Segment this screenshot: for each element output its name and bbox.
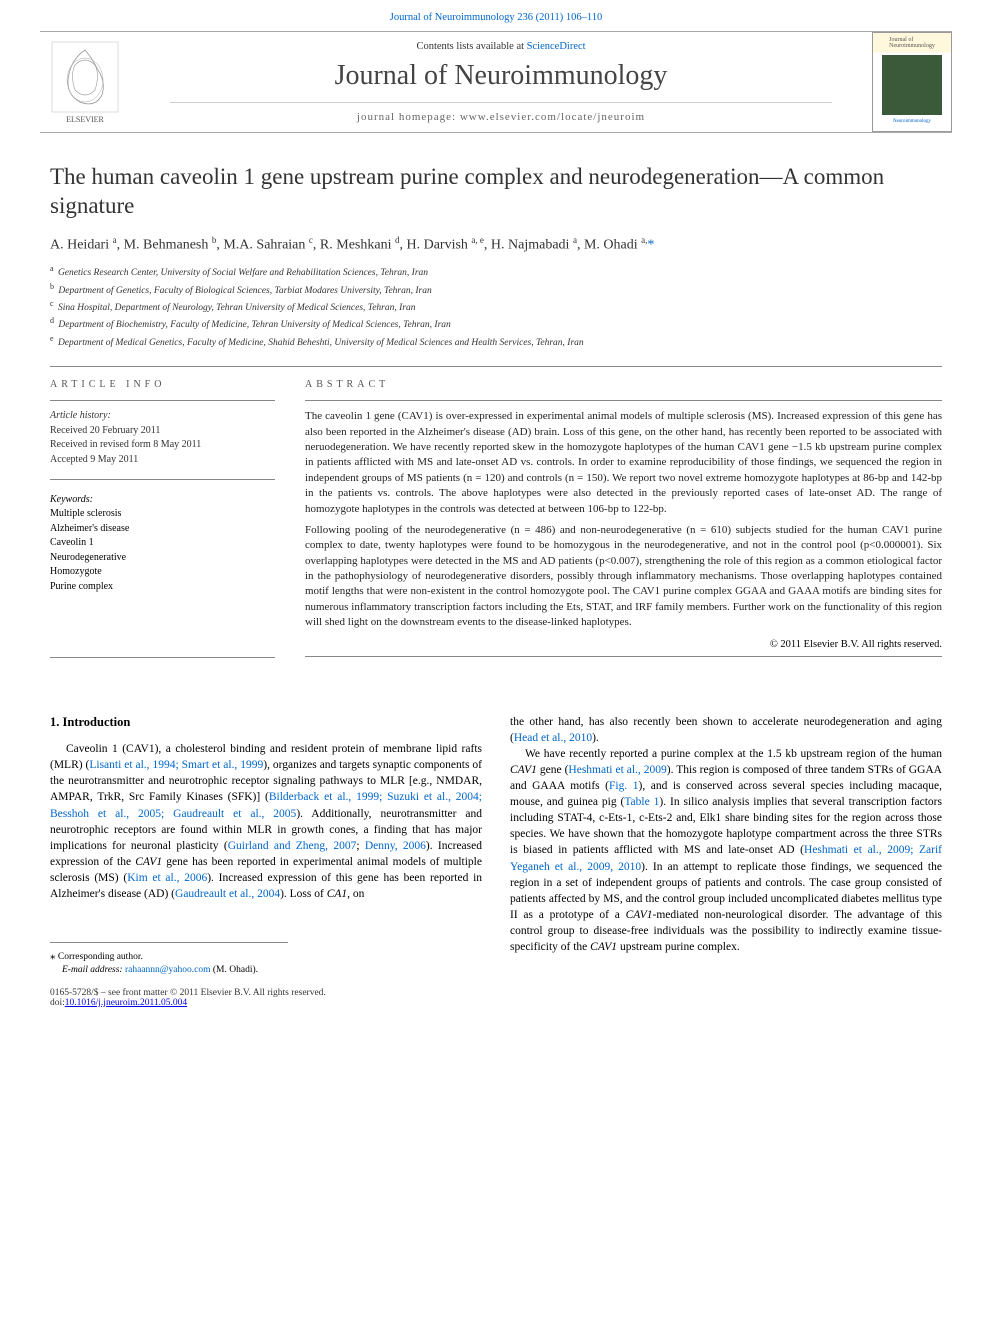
keyword: Neurodegenerative xyxy=(50,551,275,566)
contents-line: Contents lists available at ScienceDirec… xyxy=(130,41,872,52)
intro-paragraph-left: Caveolin 1 (CAV1), a cholesterol binding… xyxy=(50,741,482,902)
article-front-matter: The human caveolin 1 gene upstream purin… xyxy=(0,133,992,690)
front-matter-line: 0165-5728/$ – see front matter © 2011 El… xyxy=(50,988,942,998)
keywords-label: Keywords: xyxy=(50,494,275,505)
sciencedirect-link[interactable]: ScienceDirect xyxy=(527,41,586,52)
journal-header: ELSEVIER Contents lists available at Sci… xyxy=(40,31,952,133)
email-label: E-mail address: xyxy=(62,965,123,975)
authors-list: A. Heidari a, M. Behmanesh b, M.A. Sahra… xyxy=(50,235,942,254)
keyword: Purine complex xyxy=(50,580,275,595)
journal-name: Journal of Neuroimmunology xyxy=(130,60,872,92)
body-two-column: 1. Introduction Caveolin 1 (CAV1), a cho… xyxy=(0,714,992,978)
contents-prefix: Contents lists available at xyxy=(416,41,526,52)
journal-citation-link[interactable]: Journal of Neuroimmunology 236 (2011) 10… xyxy=(0,0,992,31)
copyright-line: © 2011 Elsevier B.V. All rights reserved… xyxy=(305,639,942,650)
affiliation-line: c Sina Hospital, Department of Neurology… xyxy=(50,298,942,315)
corresp-label: Corresponding author. xyxy=(58,952,143,962)
article-info-label: ARTICLE INFO xyxy=(50,379,275,390)
abstract-label: ABSTRACT xyxy=(305,379,942,390)
article-history: Article history: Received 20 February 20… xyxy=(50,409,275,467)
keyword: Caveolin 1 xyxy=(50,536,275,551)
journal-homepage: journal homepage: www.elsevier.com/locat… xyxy=(170,102,832,123)
history-line: Received in revised form 8 May 2011 xyxy=(50,438,275,453)
affiliation-line: b Department of Genetics, Faculty of Bio… xyxy=(50,281,942,298)
doi-line: doi:10.1016/j.jneuroim.2011.05.004 xyxy=(50,998,942,1008)
affiliation-line: d Department of Biochemistry, Faculty of… xyxy=(50,315,942,332)
keyword: Alzheimer's disease xyxy=(50,522,275,537)
article-info-column: ARTICLE INFO Article history: Received 2… xyxy=(50,379,275,656)
corresp-who: (M. Ohadi). xyxy=(213,965,258,975)
history-label: Article history: xyxy=(50,409,275,424)
keyword: Homozygote xyxy=(50,565,275,580)
abstract-paragraph: Following pooling of the neurodegenerati… xyxy=(305,523,942,631)
introduction-heading: 1. Introduction xyxy=(50,714,482,732)
footer-matter: 0165-5728/$ – see front matter © 2011 El… xyxy=(0,978,992,1028)
abstract-paragraph: The caveolin 1 gene (CAV1) is over-expre… xyxy=(305,409,942,517)
doi-link[interactable]: 10.1016/j.jneuroim.2011.05.004 xyxy=(65,998,187,1008)
history-line: Received 20 February 2011 xyxy=(50,424,275,439)
article-title: The human caveolin 1 gene upstream purin… xyxy=(50,163,942,221)
affiliation-line: a Genetics Research Center, University o… xyxy=(50,263,942,280)
elsevier-logo: ELSEVIER xyxy=(40,32,130,132)
affiliation-line: e Department of Medical Genetics, Facult… xyxy=(50,333,942,350)
keywords-list: Multiple sclerosisAlzheimer's diseaseCav… xyxy=(50,507,275,594)
left-column: 1. Introduction Caveolin 1 (CAV1), a cho… xyxy=(50,714,482,978)
abstract-column: ABSTRACT The caveolin 1 gene (CAV1) is o… xyxy=(305,379,942,656)
divider xyxy=(50,366,942,367)
corresponding-author-block: ⁎ Corresponding author. E-mail address: … xyxy=(50,942,288,978)
svg-text:ELSEVIER: ELSEVIER xyxy=(66,115,104,124)
star-icon: ⁎ xyxy=(50,950,56,962)
history-line: Accepted 9 May 2011 xyxy=(50,453,275,468)
corresp-email-link[interactable]: rahaannn@yahoo.com xyxy=(125,965,211,975)
intro-paragraph-right: the other hand, has also recently been s… xyxy=(510,714,942,955)
header-center: Contents lists available at ScienceDirec… xyxy=(130,33,872,131)
right-column: the other hand, has also recently been s… xyxy=(510,714,942,978)
abstract-text: The caveolin 1 gene (CAV1) is over-expre… xyxy=(305,409,942,630)
journal-cover-thumbnail: Journal ofNeuroimmunology Neuroimmunolog… xyxy=(872,32,952,132)
keyword: Multiple sclerosis xyxy=(50,507,275,522)
affiliations: a Genetics Research Center, University o… xyxy=(50,263,942,350)
